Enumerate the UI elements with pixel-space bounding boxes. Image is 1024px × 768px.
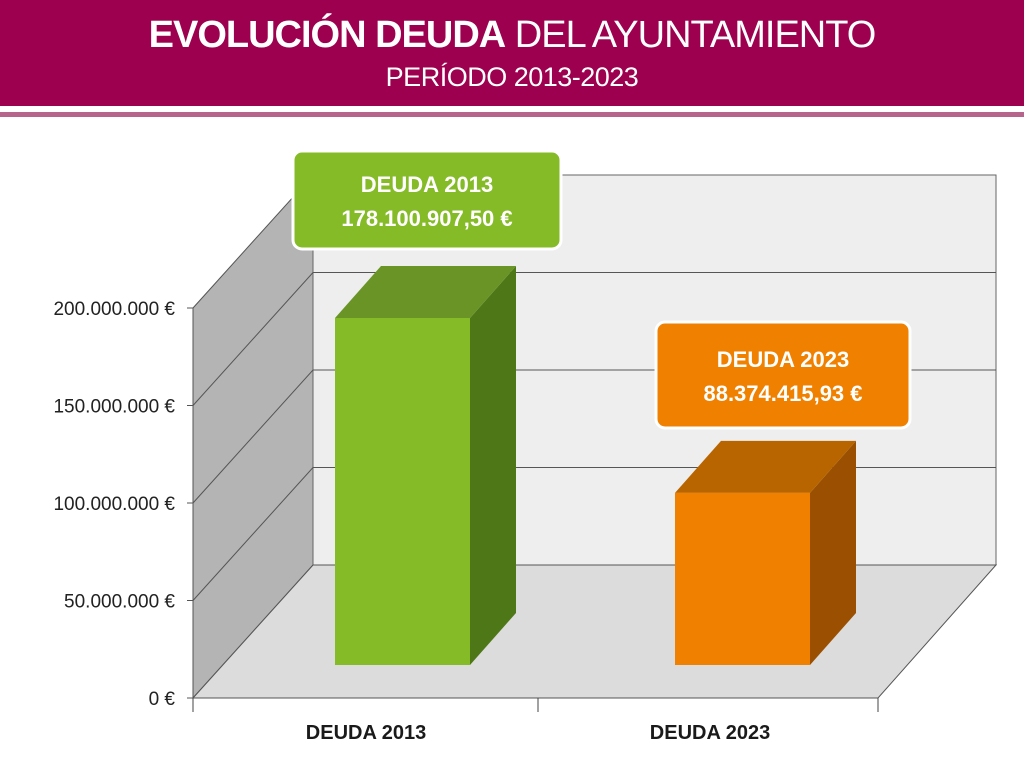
data-label-value: 88.374.415,93 € [703,381,862,406]
x-category-label: DEUDA 2023 [650,722,770,744]
bar [675,492,810,665]
y-tick-label: 200.000.000 € [53,299,175,320]
gridline [192,272,996,406]
title-light: DEL AYUNTAMIENTO [514,14,877,56]
y-tick-label: 150.000.000 € [53,397,175,418]
bar-side [470,266,516,665]
bar-top [675,440,856,493]
header-banner: EVOLUCIÓN DEUDA DEL AYUNTAMIENTO PERÍODO… [0,0,1024,106]
x-category-label: DEUDA 2013 [306,722,426,744]
bar-side [810,440,856,665]
header-rule [0,112,1024,117]
data-label-box [654,320,912,430]
data-label-title: DEUDA 2013 [361,172,493,197]
data-label-value: 178.100.907,50 € [341,206,512,231]
y-tick-label: 0 € [149,689,176,710]
data-label-title: DEUDA 2023 [717,347,849,372]
floor [191,564,998,699]
bar-top [335,266,516,318]
y-tick-label: 100.000.000 € [53,494,175,515]
chart-title: EVOLUCIÓN DEUDA DEL AYUNTAMIENTO [0,14,1024,57]
y-tick-label: 50.000.000 € [64,592,175,613]
title-bold: EVOLUCIÓN DEUDA [148,14,507,56]
chart-subtitle: PERÍODO 2013-2023 [385,62,639,92]
data-label-box [291,149,563,251]
bar [335,318,470,665]
